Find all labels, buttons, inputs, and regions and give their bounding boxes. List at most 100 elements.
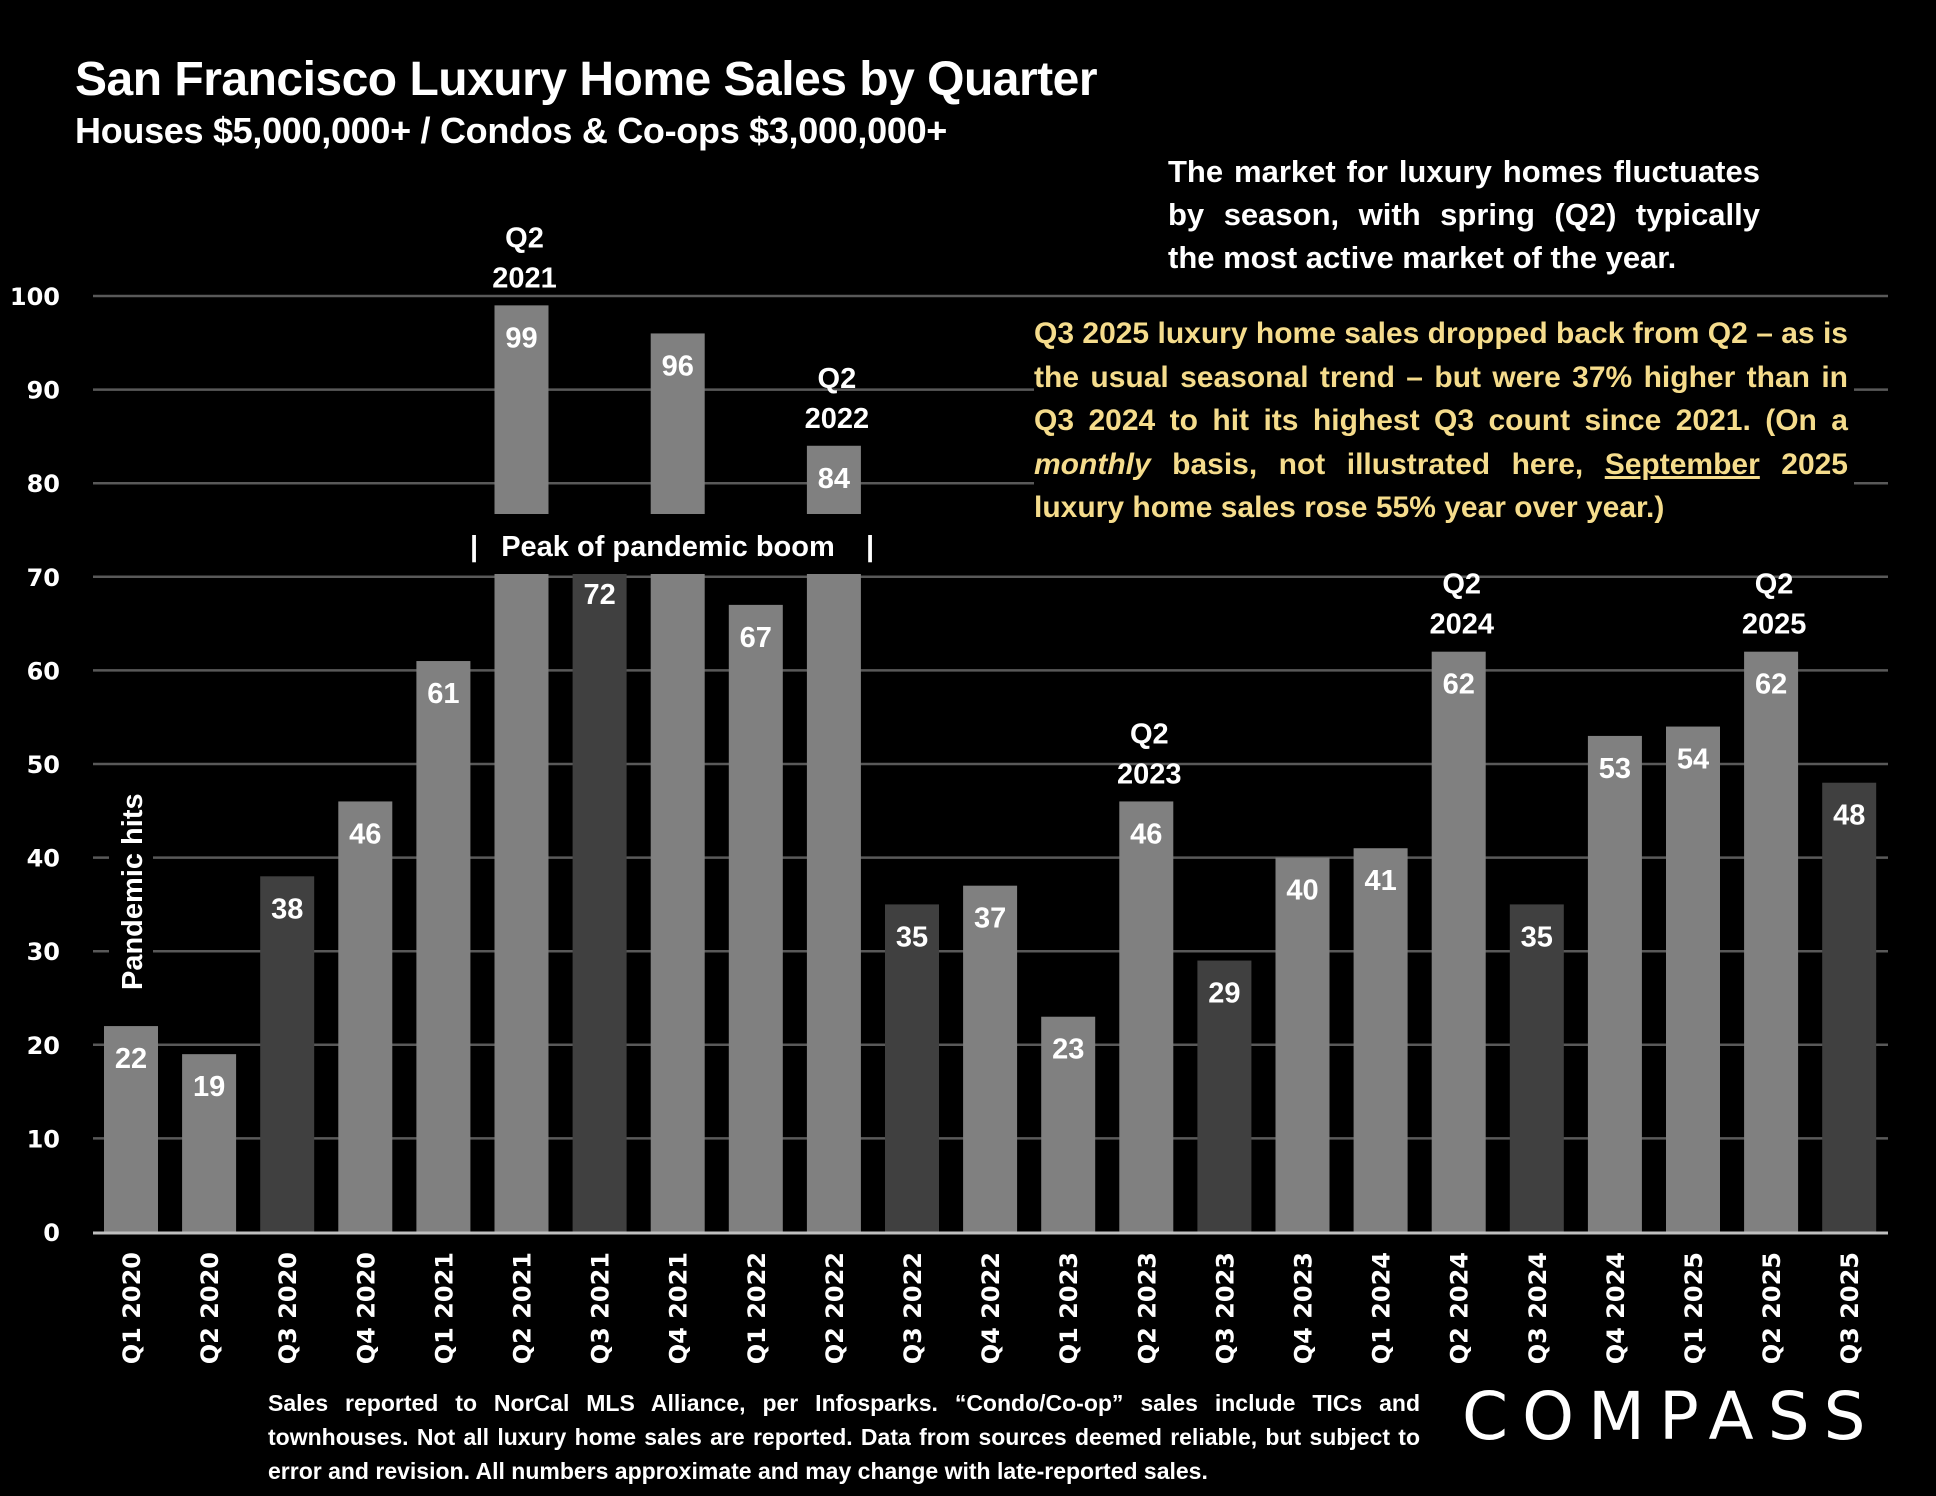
footnote: Sales reported to NorCal MLS Alliance, p… [268,1390,1420,1484]
y-tick-label: 80 [27,470,60,498]
y-tick-label: 20 [27,1032,60,1060]
x-tick-label: Q2 2025 [1758,1252,1786,1364]
bar [1509,904,1564,1232]
seasonal-note: The market for luxury homes fluctuates b… [1168,150,1760,279]
bar [728,604,783,1232]
x-tick-label: Q2 2024 [1446,1252,1474,1364]
bar-upper-segment [806,445,861,514]
bar-value-label: 48 [1833,800,1865,832]
bar [1822,782,1877,1232]
y-axis: 0 10 20 30 40 50 60 70 80 90 100 [10,283,60,1247]
quarter-annotation-line: Q2 [505,222,544,254]
bar-value-label: 46 [349,818,381,850]
y-tick-label: 50 [27,751,60,779]
bar [1275,857,1330,1232]
chart-title: San Francisco Luxury Home Sales by Quart… [75,53,1098,106]
bar [1197,960,1252,1232]
quarter-annotation-line: 2022 [805,403,870,435]
bar-value-label: 29 [1208,978,1240,1010]
bar-value-label: 61 [427,678,459,710]
highlight-note: Q3 2025 luxury home sales dropped back f… [1034,312,1854,530]
bar-value-label: 37 [974,903,1006,935]
bar [1041,1016,1096,1232]
x-tick-label: Q1 2020 [118,1252,146,1364]
bar-value-label: 67 [740,622,772,654]
quarter-annotation-line: Q2 [818,363,857,395]
bar [1119,801,1174,1232]
y-tick-label: 70 [27,564,60,592]
x-tick-label: Q4 2022 [977,1252,1005,1364]
x-tick-label: Q2 2022 [821,1252,849,1364]
chart-subtitle: Houses $5,000,000+ / Condos & Co-ops $3,… [75,110,948,151]
x-tick-label: Q3 2021 [587,1252,615,1364]
x-tick-label: Q1 2025 [1680,1252,1708,1364]
bar [1353,848,1408,1232]
x-tick-label: Q4 2024 [1602,1252,1630,1364]
gridline-masks [109,514,882,1000]
bar [494,574,549,1232]
bar [338,801,393,1232]
bar [650,574,705,1232]
x-tick-label: Q1 2024 [1368,1252,1396,1364]
bar [1744,651,1799,1232]
bar [1431,651,1486,1232]
y-tick-label: 60 [27,657,60,685]
x-tick-label: Q4 2023 [1290,1252,1318,1364]
quarter-annotation-line: Q2 [1130,718,1169,750]
quarter-annotation-line: Q2 [1755,569,1794,601]
x-tick-label: Q4 2021 [665,1252,693,1364]
x-tick-label: Q1 2021 [430,1252,458,1364]
axis-break-label: Peak of pandemic boom [501,531,835,563]
quarter-annotation-line: 2024 [1429,609,1494,641]
x-tick-label: Q3 2022 [899,1252,927,1364]
y-tick-label: 40 [27,845,60,873]
bar [1587,735,1642,1232]
y-tick-label: 30 [27,938,60,966]
x-tick-label: Q1 2022 [743,1252,771,1364]
y-tick-label: 90 [27,377,60,405]
highlight-note-segment: monthly [1034,447,1151,481]
y-tick-label: 0 [43,1219,60,1247]
bar [182,1054,237,1232]
quarter-annotation-line: Q2 [1442,569,1481,601]
bar-value-label: 35 [1521,921,1553,953]
axis-break-left-marker: | [470,531,478,563]
bar [572,574,627,1232]
bar-value-label: 96 [662,350,694,382]
value-labels: 22 19 38 46 61 99 72 96 67 84 35 37 23 46 29 40 41 62 35 53… [115,322,1865,1103]
x-axis: Q1 2020 Q2 2020 Q3 2020 Q4 2020 Q1 2021 Q2 20… [93,1231,1888,1364]
bar-value-label: 54 [1677,744,1709,776]
x-tick-label: Q3 2025 [1836,1252,1864,1364]
bar [963,885,1018,1232]
bar [806,574,861,1232]
x-tick-label: Q2 2020 [196,1252,224,1364]
x-tick-label: Q3 2024 [1524,1252,1552,1364]
y-tick-label: 100 [10,283,60,311]
axis-break-band [462,514,882,572]
bar-value-label: 19 [193,1071,225,1103]
highlight-note-segment: basis, not illustrated here, [1150,447,1605,481]
compass-logo: COMPASS [1462,1378,1880,1455]
bar-value-label: 22 [115,1043,147,1075]
x-tick-label: Q2 2021 [509,1252,537,1364]
bars [104,305,1877,1232]
quarter-annotation-line: 2023 [1117,758,1182,790]
pandemic-hits-annotation: Pandemic hits [117,793,149,990]
bar [885,904,939,1232]
bar-value-label: 72 [583,579,615,611]
annotations: | Peak of pandemic boom | Pandemic hits Q2 20… [117,222,1806,990]
quarter-annotation-line: 2025 [1742,609,1807,641]
x-tick-label: Q4 2020 [352,1252,380,1364]
bar [104,1026,158,1232]
bar-value-label: 38 [271,893,303,925]
compass-logo-text: COMPASS [1462,1378,1880,1455]
x-tick-label: Q3 2020 [274,1252,302,1364]
bar [260,876,315,1232]
bar-upper-segment [494,305,549,514]
y-tick-label: 10 [27,1125,60,1153]
bar-value-label: 35 [896,921,928,953]
bar-upper-segment [650,333,705,514]
bar-value-label: 53 [1599,753,1631,785]
quarter-annotation-line: 2021 [492,262,557,294]
